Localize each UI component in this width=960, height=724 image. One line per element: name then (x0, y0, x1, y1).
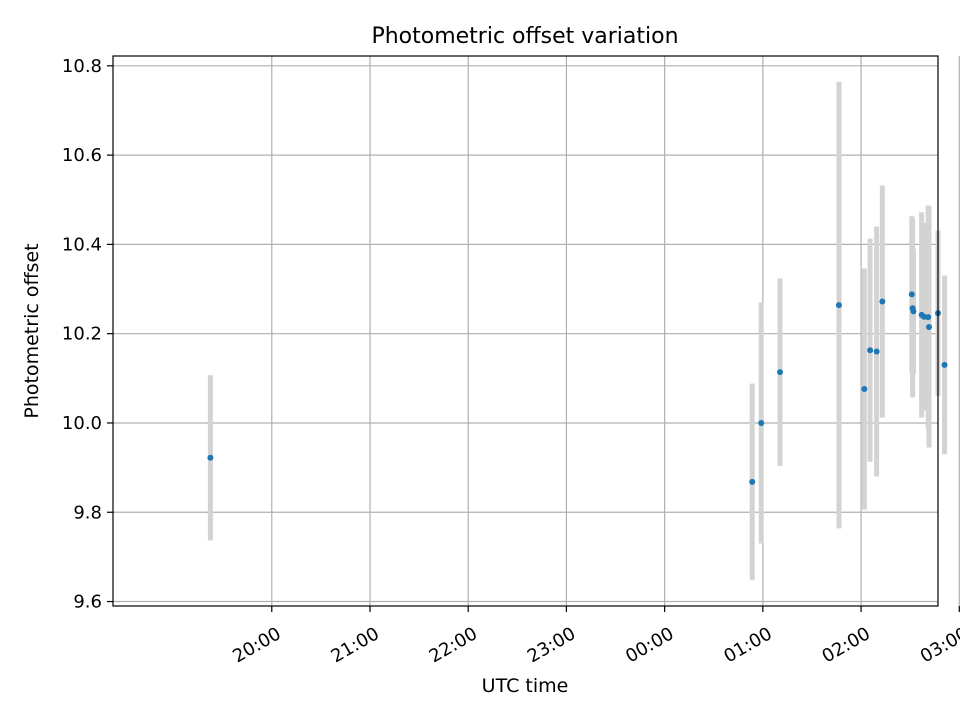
chart-title: Photometric offset variation (371, 24, 678, 49)
plot-frame (112, 55, 939, 607)
y-tick-label: 10.8 (62, 56, 102, 77)
data-point (873, 348, 880, 355)
data-point (879, 298, 886, 305)
y-tick-label: 10.6 (62, 145, 102, 166)
y-tick-label: 10.0 (62, 413, 102, 434)
data-point (925, 314, 932, 321)
y-tick-label: 10.4 (62, 234, 102, 255)
data-point (908, 291, 915, 298)
data-point (835, 302, 842, 309)
y-tick-label: 9.6 (73, 592, 102, 613)
x-axis-label: UTC time (482, 675, 569, 697)
data-point (777, 369, 784, 376)
data-point (925, 323, 932, 330)
y-tick-label: 10.2 (62, 324, 102, 345)
y-tick-label: 9.8 (73, 502, 102, 523)
data-point (861, 386, 868, 393)
data-point (749, 478, 756, 485)
data-points (207, 291, 948, 485)
data-point (867, 347, 874, 354)
data-point (207, 454, 214, 461)
data-point (910, 308, 917, 315)
y-axis-label: Photometric offset (21, 243, 43, 418)
y-axis-ticks: 9.6 9.8 10.0 10.2 10.4 10.6 10.8 (62, 56, 113, 613)
data-point (758, 419, 765, 426)
data-point (941, 361, 948, 368)
